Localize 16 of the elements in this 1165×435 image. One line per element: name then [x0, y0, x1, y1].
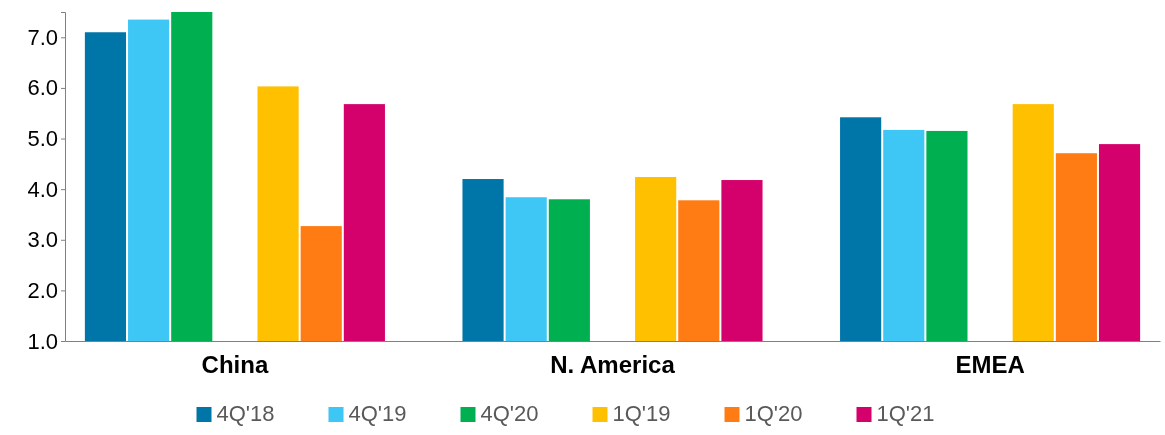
legend-label: 1Q'20: [744, 401, 803, 426]
y-tick-label: 4.0: [27, 176, 58, 202]
x-tick-label: EMEA: [955, 350, 1025, 378]
y-tick-label: 5.0: [27, 126, 58, 152]
y-tick-label: 2.0: [27, 277, 58, 303]
legend-label: 4Q'18: [216, 401, 275, 426]
x-tick-label: N. America: [550, 350, 676, 378]
legend-label: 1Q'21: [876, 401, 935, 426]
legend-label: 1Q'19: [612, 401, 671, 426]
legend-label: 4Q'19: [348, 401, 407, 426]
y-tick-label: 3.0: [27, 227, 58, 253]
y-tick-label: 1.0: [27, 328, 58, 354]
y-tick-label: 7.0: [27, 24, 58, 50]
y-tick-label: 6.0: [27, 75, 58, 101]
legend-label: 4Q'20: [480, 401, 539, 426]
x-tick-label: China: [201, 350, 269, 378]
